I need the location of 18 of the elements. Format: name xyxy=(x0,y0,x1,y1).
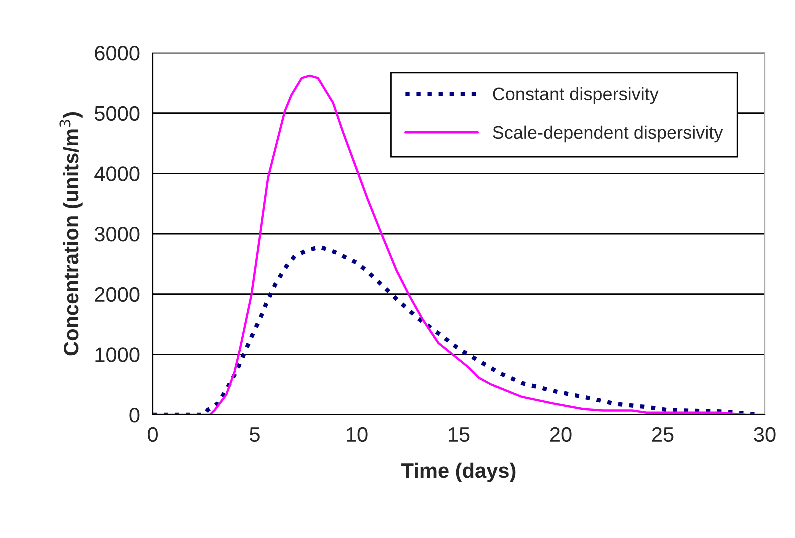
y-tick-label: 2000 xyxy=(95,287,140,302)
y-axis-title: Concentration (units/m$^{3}$) xyxy=(60,112,83,356)
x-tick-label: 0 xyxy=(148,427,158,442)
y-tick-label: 0 xyxy=(130,408,140,423)
x-tick-label: 20 xyxy=(550,427,572,442)
x-tick-label: 10 xyxy=(347,427,368,442)
x-tick-label: 5 xyxy=(250,428,260,442)
legend-label: Constant dispersivity xyxy=(493,87,659,104)
y-tick-label: 4000 xyxy=(94,166,140,182)
x-tick-label: 25 xyxy=(652,427,674,442)
y-tick-label: 1000 xyxy=(96,348,140,362)
x-tick-label: 30 xyxy=(754,427,776,442)
x-tick-label: 15 xyxy=(449,428,470,442)
y-tick-label: 5000 xyxy=(94,106,140,122)
y-tick-label: 3000 xyxy=(94,227,140,242)
x-axis-title: Time (days) xyxy=(402,462,516,482)
legend-label: Scale-dependent dispersivity xyxy=(493,126,724,143)
y-tick-label: 6000 xyxy=(95,46,140,61)
